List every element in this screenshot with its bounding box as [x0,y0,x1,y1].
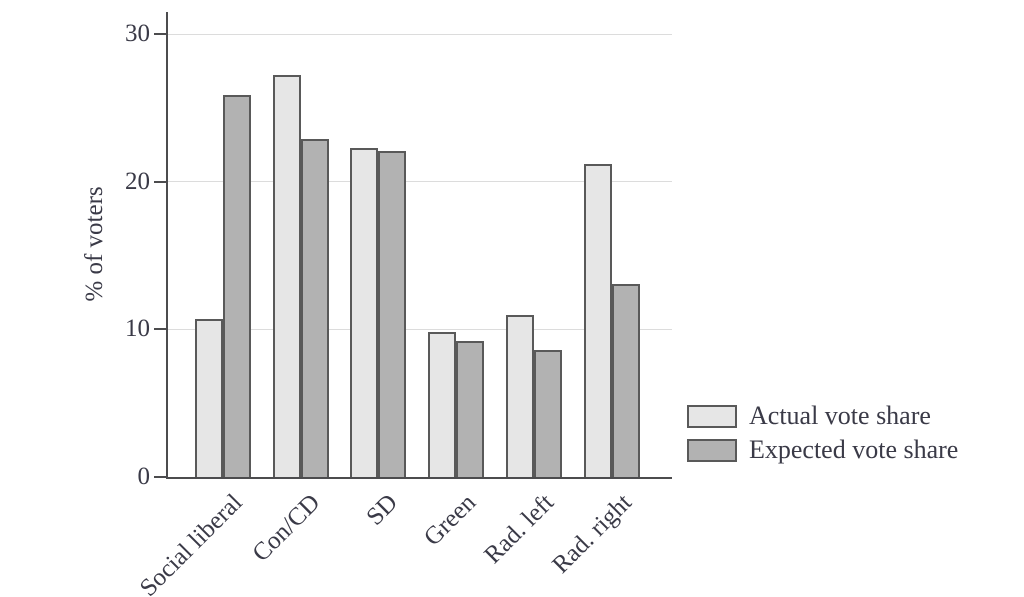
bar-actual-green [428,332,457,477]
bar-actual-con-cd [272,75,301,477]
x-tick-label-green: Green [418,489,482,552]
legend-swatch-actual [687,404,737,428]
plot-area [166,12,672,479]
y-tick-mark-30 [154,33,166,36]
y-axis-title: % of voters [81,186,108,302]
bar-expected-sd [378,150,407,477]
x-tick-label-sd: SD [361,489,404,531]
gridline-30 [168,33,672,35]
y-axis-spine [166,12,168,479]
legend: Actual vote share Expected vote share [687,403,958,463]
bar-expected-con-cd [300,138,329,477]
legend-swatch-expected [687,438,737,462]
y-tick-label-0: 0 [137,463,151,490]
y-tick-label-30: 30 [125,20,150,48]
legend-label-actual: Actual vote share [749,401,931,430]
x-tick-label-social-liberal: Social liberal [135,489,249,597]
bar-actual-rad-right [583,164,612,477]
y-tick-mark-20 [154,180,166,183]
gridline-10 [168,328,672,330]
gridline-20 [168,181,672,183]
bar-expected-rad-left [533,350,562,477]
y-tick-label-10: 10 [125,315,150,343]
legend-item-actual: Actual vote share [687,403,958,429]
x-tick-label-con-cd: Con/CD [247,489,326,568]
bar-expected-rad-right [611,283,640,477]
legend-label-expected: Expected vote share [749,435,959,464]
y-tick-mark-0 [154,476,166,478]
y-tick-mark-10 [154,328,166,331]
bar-actual-social-liberal [195,319,223,477]
bar-expected-social-liberal [223,94,251,477]
x-tick-label-rad-right: Rad. right [546,489,637,579]
bar-actual-sd [350,147,379,477]
legend-item-expected: Expected vote share [687,437,958,463]
bar-actual-rad-left [505,314,534,477]
bar-expected-green [456,341,485,477]
x-axis-spine [166,477,672,479]
y-tick-label-20: 20 [125,167,150,195]
